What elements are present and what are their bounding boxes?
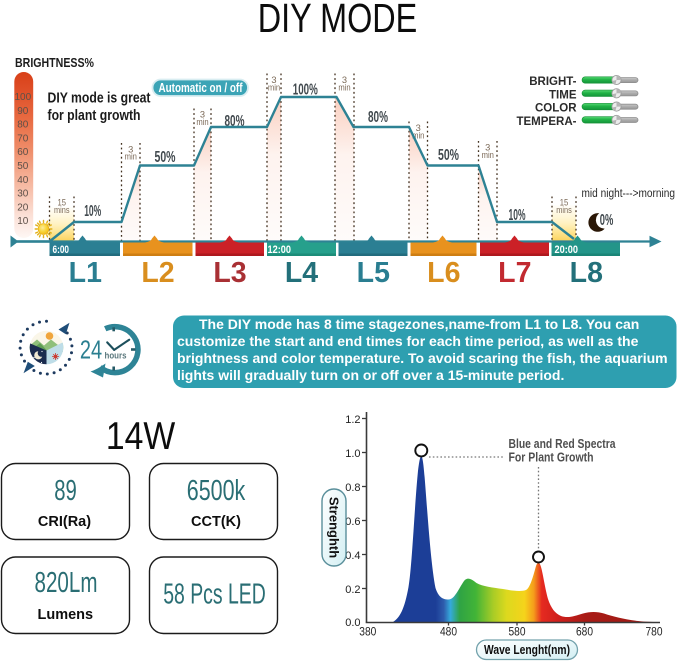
svg-text:50: 50 xyxy=(17,161,29,172)
svg-text:min: min xyxy=(125,152,137,162)
svg-text:BRIGHTNESS%: BRIGHTNESS% xyxy=(15,56,94,70)
svg-text:780: 780 xyxy=(646,627,663,639)
svg-text:0.0: 0.0 xyxy=(345,617,360,629)
svg-text:6:00: 6:00 xyxy=(53,244,70,256)
svg-text:60: 60 xyxy=(17,147,29,158)
svg-text:58 Pcs LED: 58 Pcs LED xyxy=(163,579,266,611)
svg-text:min: min xyxy=(338,82,350,92)
svg-text:mins: mins xyxy=(54,205,70,215)
svg-text:0.2: 0.2 xyxy=(345,584,360,596)
svg-text:40: 40 xyxy=(17,175,29,186)
svg-text:80%: 80% xyxy=(225,113,245,130)
svg-text:0.4: 0.4 xyxy=(345,550,360,562)
svg-text:L5: L5 xyxy=(357,257,390,289)
svg-text:mins: mins xyxy=(556,205,572,215)
svg-text:DIY MODE: DIY MODE xyxy=(258,0,418,41)
svg-text:1.0: 1.0 xyxy=(345,448,360,460)
svg-text:3: 3 xyxy=(485,143,490,153)
svg-text:30: 30 xyxy=(17,189,29,200)
svg-text:min: min xyxy=(196,117,208,127)
svg-text:CRI(Ra): CRI(Ra) xyxy=(38,514,91,530)
svg-text:90: 90 xyxy=(17,106,29,117)
svg-text:Blue and Red Spectra: Blue and Red Spectra xyxy=(509,437,617,451)
svg-text:lights will gradually turn on: lights will gradually turn on or off ove… xyxy=(177,367,564,383)
svg-text:0%: 0% xyxy=(600,212,614,229)
svg-text:hours: hours xyxy=(105,351,127,361)
svg-text:6500k: 6500k xyxy=(187,475,246,507)
svg-text:0.8: 0.8 xyxy=(345,482,360,494)
svg-text:L4: L4 xyxy=(285,257,318,289)
svg-text:brightness and color temperatu: brightness and color temperature. To avo… xyxy=(177,350,668,366)
svg-text:for plant growth: for plant growth xyxy=(48,108,141,124)
svg-text:The DIY mode has 8 time stagez: The DIY mode has 8 time stagezones,name-… xyxy=(199,316,639,332)
svg-text:For Plant Growth: For Plant Growth xyxy=(509,451,594,465)
svg-text:80%: 80% xyxy=(368,109,388,126)
svg-text:DIY mode is great: DIY mode is great xyxy=(48,91,151,107)
svg-text:L1: L1 xyxy=(69,257,102,289)
svg-text:10%: 10% xyxy=(509,207,526,224)
svg-text:24: 24 xyxy=(80,335,102,364)
svg-text:COLOR: COLOR xyxy=(535,103,577,115)
svg-text:3: 3 xyxy=(271,75,276,85)
svg-text:1.2: 1.2 xyxy=(345,414,360,426)
svg-text:680: 680 xyxy=(576,627,593,639)
svg-text:L8: L8 xyxy=(570,257,603,289)
svg-text:380: 380 xyxy=(359,627,376,639)
svg-text:L3: L3 xyxy=(213,257,246,289)
svg-text:20: 20 xyxy=(17,203,29,214)
svg-text:20:00: 20:00 xyxy=(555,244,579,256)
svg-text:820Lm: 820Lm xyxy=(35,567,98,599)
svg-text:10: 10 xyxy=(17,216,29,227)
svg-text:min: min xyxy=(268,82,280,92)
svg-text:TIME: TIME xyxy=(549,89,577,101)
svg-text:80: 80 xyxy=(17,120,29,131)
svg-text:70: 70 xyxy=(17,133,29,144)
svg-text:100%: 100% xyxy=(293,81,318,98)
svg-text:12:00: 12:00 xyxy=(268,244,292,256)
svg-text:3: 3 xyxy=(200,110,205,120)
svg-text:89: 89 xyxy=(54,475,77,507)
svg-text:CCT(K): CCT(K) xyxy=(191,514,241,530)
svg-text:Strenghth: Strenghth xyxy=(327,497,342,558)
svg-text:min: min xyxy=(412,130,424,140)
svg-text:480: 480 xyxy=(440,627,457,639)
svg-text:0.6: 0.6 xyxy=(345,516,360,528)
svg-text:50%: 50% xyxy=(438,147,459,164)
svg-text:Automatic on / off: Automatic on / off xyxy=(159,81,244,95)
svg-text:L7: L7 xyxy=(498,257,531,289)
svg-text:L2: L2 xyxy=(141,257,174,289)
svg-text:15: 15 xyxy=(58,198,67,208)
svg-text:Lumens: Lumens xyxy=(38,607,94,623)
svg-text:L6: L6 xyxy=(427,257,460,289)
svg-text:BRIGHT-: BRIGHT- xyxy=(529,76,576,88)
svg-text:580: 580 xyxy=(509,627,526,639)
svg-text:3: 3 xyxy=(342,75,347,85)
svg-text:3: 3 xyxy=(416,123,421,133)
svg-text:15: 15 xyxy=(560,198,569,208)
svg-text:TEMPERA-: TEMPERA- xyxy=(516,116,576,128)
svg-text:100: 100 xyxy=(14,92,31,103)
svg-text:mid night--->morning: mid night--->morning xyxy=(582,188,676,200)
svg-text:14W: 14W xyxy=(106,414,176,458)
svg-text:min: min xyxy=(482,150,494,160)
svg-text:10%: 10% xyxy=(84,203,101,220)
svg-text:50%: 50% xyxy=(155,149,176,166)
svg-text:3: 3 xyxy=(128,144,133,154)
svg-text:customize the start and end ti: customize the start and end times for ea… xyxy=(177,333,639,349)
svg-text:Wave Lenght(nm): Wave Lenght(nm) xyxy=(484,642,570,657)
